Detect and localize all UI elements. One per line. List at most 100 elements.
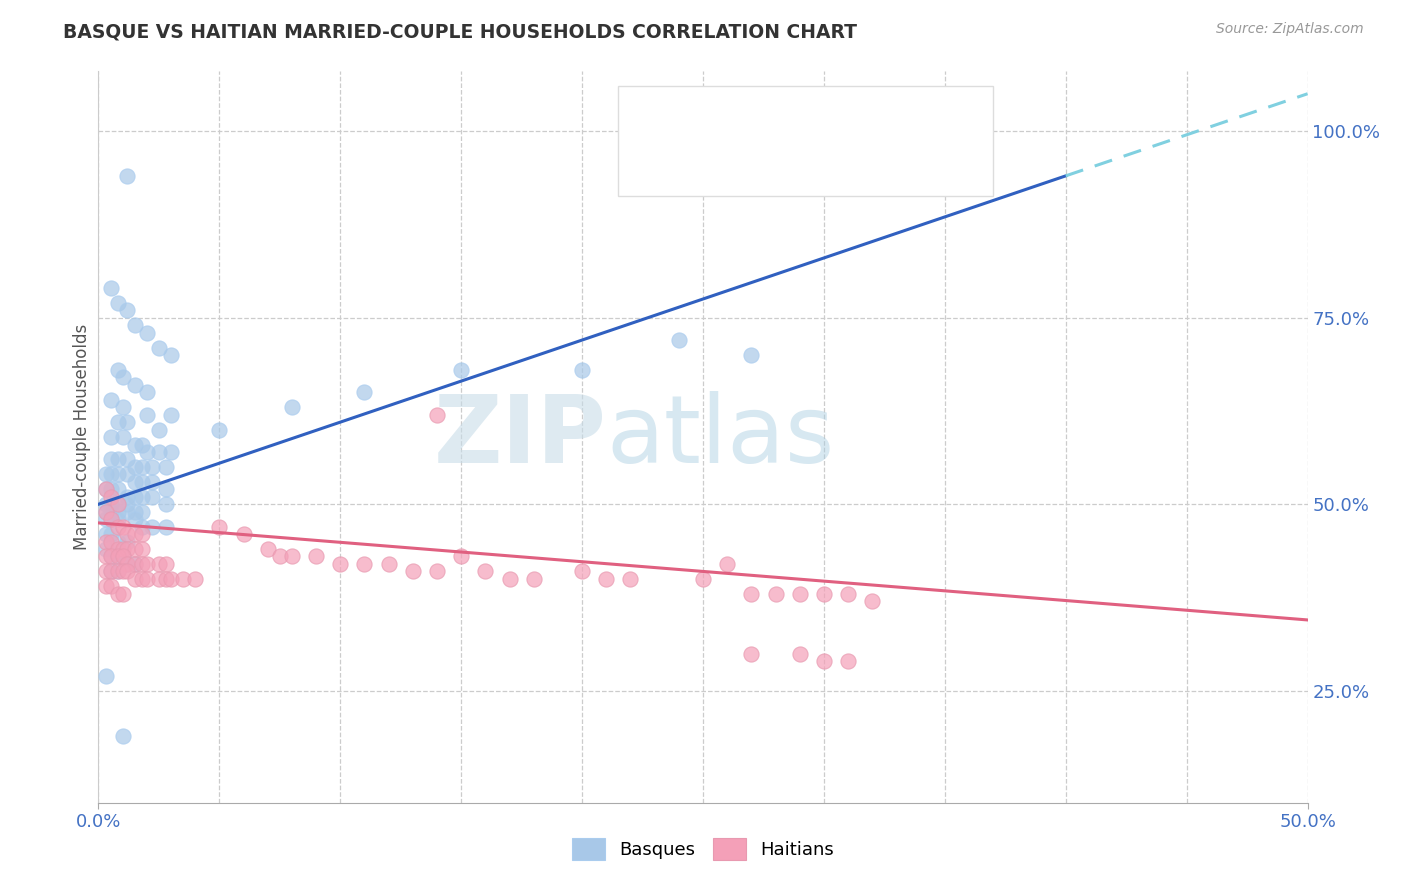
Point	[155, 483, 177, 497]
Point	[117, 557, 139, 571]
Point	[100, 430, 122, 444]
Point	[148, 557, 170, 571]
Point	[131, 490, 153, 504]
Point	[155, 497, 177, 511]
Point	[107, 542, 129, 557]
Point	[135, 408, 157, 422]
Point	[107, 452, 129, 467]
Point	[789, 587, 811, 601]
Point	[100, 392, 122, 407]
Point	[141, 519, 163, 533]
Point	[94, 505, 117, 519]
Point	[155, 519, 177, 533]
Legend: Basques, Haitians: Basques, Haitians	[565, 830, 841, 867]
Point	[124, 557, 146, 571]
Point	[111, 565, 134, 579]
Point	[837, 654, 859, 668]
Point	[208, 519, 231, 533]
Point	[117, 452, 139, 467]
Point	[124, 318, 146, 332]
Point	[124, 557, 146, 571]
Point	[160, 445, 183, 459]
Point	[740, 587, 762, 601]
Point	[141, 459, 163, 474]
Point	[107, 497, 129, 511]
Point	[353, 557, 375, 571]
Point	[498, 572, 520, 586]
Point	[100, 549, 122, 564]
Point	[148, 341, 170, 355]
Point	[111, 549, 134, 564]
Point	[124, 542, 146, 557]
Point	[117, 565, 139, 579]
Point	[131, 459, 153, 474]
Point	[124, 475, 146, 489]
Point	[94, 497, 117, 511]
Point	[155, 572, 177, 586]
Point	[117, 415, 139, 429]
Point	[100, 505, 122, 519]
Point	[813, 587, 835, 601]
Point	[155, 557, 177, 571]
Point	[148, 423, 170, 437]
Point	[789, 647, 811, 661]
Point	[94, 579, 117, 593]
Point	[595, 572, 617, 586]
Point	[571, 363, 593, 377]
Point	[107, 483, 129, 497]
Point	[94, 483, 117, 497]
Point	[184, 572, 207, 586]
Point	[131, 437, 153, 451]
Point	[117, 527, 139, 541]
Point	[111, 401, 134, 415]
Point	[107, 565, 129, 579]
Point	[232, 527, 254, 541]
Point	[692, 572, 714, 586]
Point	[100, 549, 122, 564]
Point	[94, 542, 117, 557]
Point	[94, 549, 117, 564]
Point	[117, 467, 139, 482]
Point	[329, 557, 352, 571]
Point	[131, 542, 153, 557]
Point	[813, 654, 835, 668]
Point	[716, 557, 738, 571]
Point	[160, 572, 183, 586]
Point	[94, 669, 117, 683]
Point	[111, 729, 134, 743]
Point	[740, 348, 762, 362]
Point	[148, 445, 170, 459]
Point	[94, 527, 117, 541]
Point	[100, 565, 122, 579]
Point	[107, 415, 129, 429]
Point	[117, 303, 139, 318]
Point	[94, 467, 117, 482]
Point	[107, 587, 129, 601]
Point	[160, 408, 183, 422]
Point	[111, 542, 134, 557]
Point	[111, 430, 134, 444]
Point	[107, 549, 129, 564]
Point	[131, 572, 153, 586]
Point	[256, 542, 278, 557]
Point	[124, 572, 146, 586]
Point	[281, 549, 304, 564]
Point	[135, 557, 157, 571]
Point	[450, 549, 472, 564]
Point	[117, 534, 139, 549]
Point	[450, 363, 472, 377]
Point	[117, 490, 139, 504]
Point	[765, 587, 787, 601]
Point	[135, 385, 157, 400]
Point	[94, 534, 117, 549]
Point	[124, 490, 146, 504]
Point	[172, 572, 194, 586]
FancyBboxPatch shape	[619, 86, 993, 195]
Point	[117, 505, 139, 519]
Point	[668, 333, 690, 347]
Point	[117, 169, 139, 183]
Point	[100, 527, 122, 541]
Point	[837, 587, 859, 601]
Point	[107, 295, 129, 310]
Point	[117, 557, 139, 571]
